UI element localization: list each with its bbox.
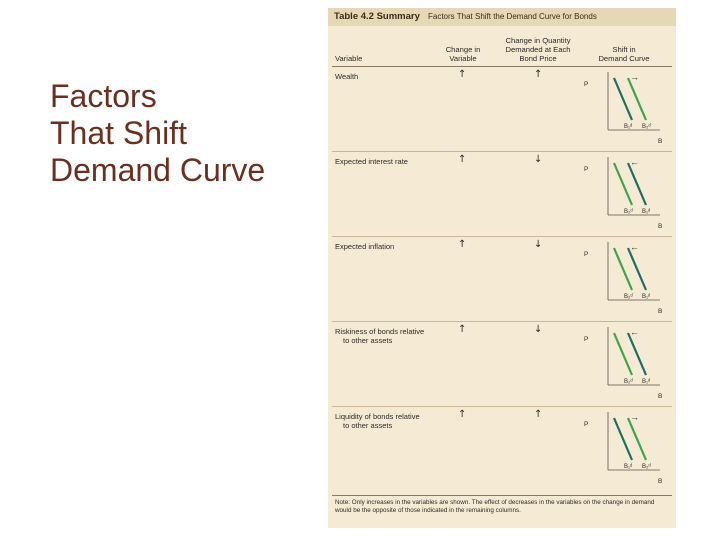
- footer-rule: [332, 495, 672, 496]
- change-quantity-arrow: ↓: [534, 239, 543, 250]
- change-quantity-arrow: ↓: [534, 154, 543, 165]
- row-variable: Wealth: [335, 72, 359, 81]
- y-axis-label: P: [584, 81, 588, 88]
- table-title-bar: Table 4.2 Summary Factors That Shift the…: [328, 8, 676, 26]
- demand-curve-left: [612, 417, 634, 461]
- shift-direction-arrow: →: [630, 72, 639, 82]
- header-change-quantity: Change in Quantity Demanded at Each Bond…: [505, 36, 571, 63]
- demand-curve-right: [626, 417, 648, 461]
- demand-curve-left: [612, 162, 634, 206]
- x-axis-label: B: [658, 393, 662, 400]
- change-variable-arrow: ↑: [458, 239, 467, 250]
- curve-label-right: B₂ᵈ: [642, 123, 651, 130]
- table-note: Note: Only increases in the variables ar…: [335, 499, 655, 515]
- shift-direction-arrow: →: [630, 412, 639, 422]
- curve-label-left: B₂ᵈ: [624, 378, 633, 385]
- slide-title: Factors That Shift Demand Curve: [50, 78, 310, 189]
- header-change-variable: Change in Variable: [445, 45, 481, 63]
- demand-curve-right: [626, 77, 648, 121]
- curve-label-right: B₁ᵈ: [642, 378, 650, 385]
- header-shift: Shift in Demand Curve: [598, 45, 650, 63]
- change-variable-arrow: ↑: [458, 154, 467, 165]
- shift-direction-arrow: ←: [630, 327, 639, 337]
- slide-title-line: That Shift: [50, 115, 187, 151]
- curve-label-right: B₁ᵈ: [642, 293, 650, 300]
- demand-shift-graph: P B → B₁ᵈ B₂ᵈ: [584, 412, 662, 485]
- table-number: Table 4.2 Summary: [334, 11, 420, 22]
- curve-label-right: B₂ᵈ: [642, 463, 651, 470]
- slide-title-line: Demand Curve: [50, 152, 266, 188]
- demand-shift-graph: P B ← B₂ᵈ B₁ᵈ: [584, 327, 662, 400]
- row-variable: Liquidity of bonds relative to other asse…: [335, 412, 420, 430]
- x-axis-label: B: [658, 308, 662, 315]
- shift-direction-arrow: ←: [630, 157, 639, 167]
- x-axis-label: B: [658, 223, 662, 230]
- demand-shift-graph: P B → B₁ᵈ B₂ᵈ: [584, 72, 662, 145]
- change-variable-arrow: ↑: [458, 69, 467, 80]
- table-name: Factors That Shift the Demand Curve for …: [428, 12, 597, 21]
- curve-label-left: B₁ᵈ: [624, 123, 632, 130]
- x-axis-label: B: [658, 478, 662, 485]
- curve-label-left: B₂ᵈ: [624, 208, 633, 215]
- demand-curve-right: [626, 162, 648, 206]
- demand-curve-right: [626, 247, 648, 291]
- slide-title-line: Factors: [50, 78, 157, 114]
- row-divider: [332, 406, 672, 407]
- curve-label-left: B₁ᵈ: [624, 463, 632, 470]
- change-quantity-arrow: ↑: [534, 69, 543, 80]
- header-rule: [332, 66, 672, 67]
- row-variable: Riskiness of bonds relative to other asse…: [335, 327, 425, 345]
- y-axis-label: P: [584, 336, 588, 343]
- change-variable-arrow: ↑: [458, 324, 467, 335]
- change-quantity-arrow: ↑: [534, 409, 543, 420]
- y-axis-label: P: [584, 251, 588, 258]
- change-variable-arrow: ↑: [458, 409, 467, 420]
- row-divider: [332, 236, 672, 237]
- row-variable: Expected interest rate: [335, 157, 408, 166]
- row-variable: Expected inflation: [335, 242, 395, 251]
- demand-curve-left: [612, 77, 634, 121]
- header-variable: Variable: [335, 54, 363, 63]
- shift-direction-arrow: ←: [630, 242, 639, 252]
- y-axis-label: P: [584, 421, 588, 428]
- demand-shift-graph: P B ← B₂ᵈ B₁ᵈ: [584, 157, 662, 230]
- summary-table: Table 4.2 Summary Factors That Shift the…: [328, 8, 676, 528]
- row-divider: [332, 151, 672, 152]
- y-axis-label: P: [584, 166, 588, 173]
- demand-curve-left: [612, 247, 634, 291]
- curve-label-right: B₁ᵈ: [642, 208, 650, 215]
- demand-curve-right: [626, 332, 648, 376]
- demand-curve-left: [612, 332, 634, 376]
- curve-label-left: B₂ᵈ: [624, 293, 633, 300]
- demand-shift-graph: P B ← B₂ᵈ B₁ᵈ: [584, 242, 662, 315]
- change-quantity-arrow: ↓: [534, 324, 543, 335]
- x-axis-label: B: [658, 138, 662, 145]
- row-divider: [332, 321, 672, 322]
